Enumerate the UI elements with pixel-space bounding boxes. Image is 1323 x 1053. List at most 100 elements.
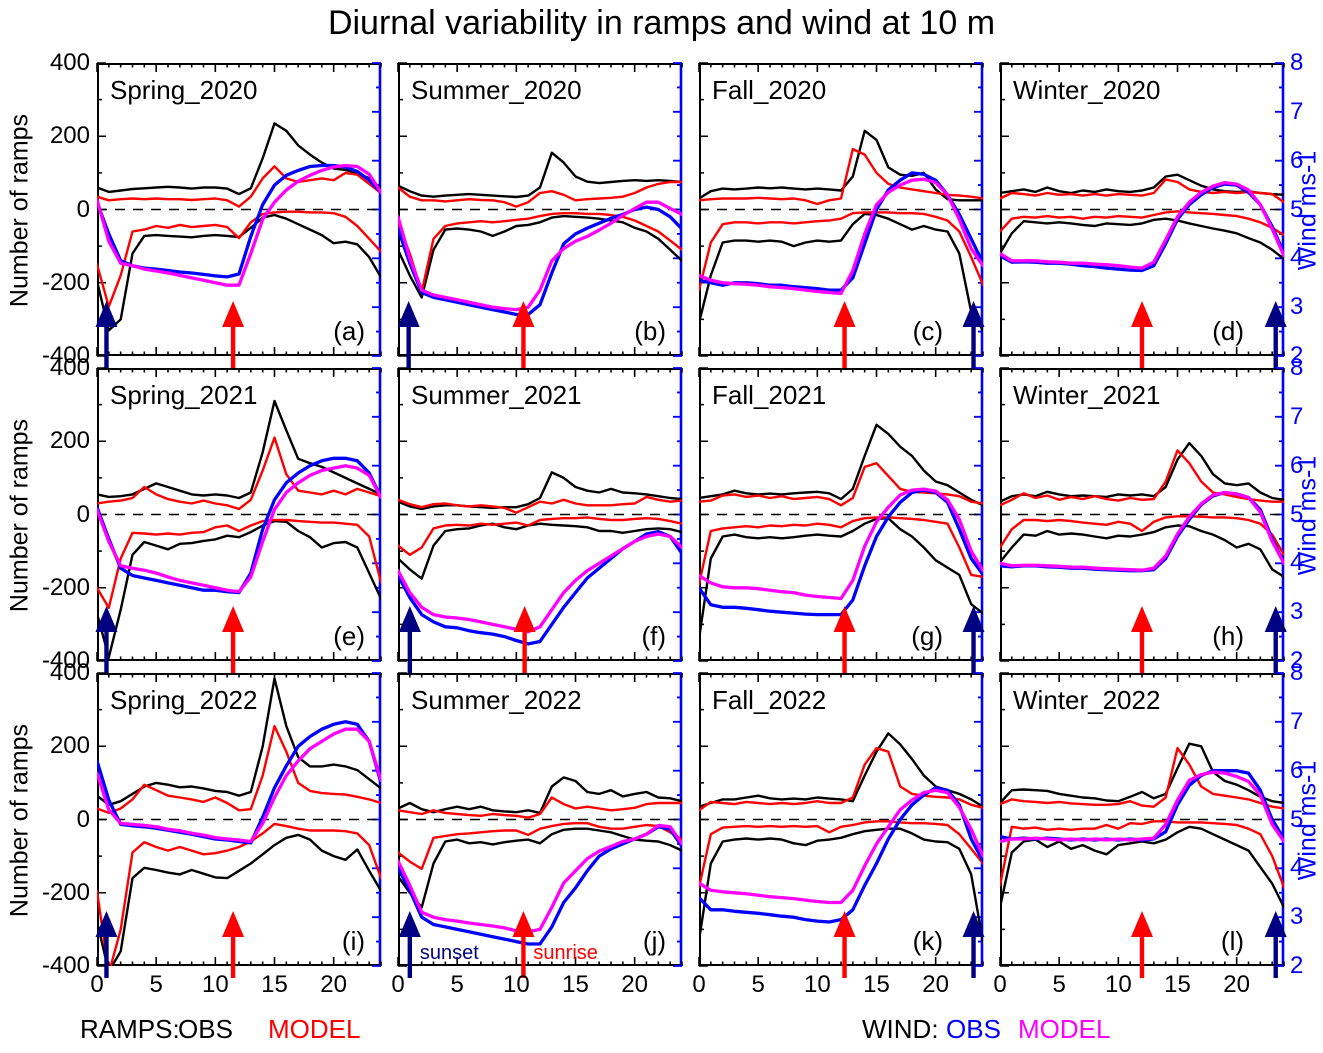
x-axis-tick: 20 <box>621 971 648 998</box>
ramps-obs-up-line <box>699 129 983 202</box>
left-axis-tick: 200 <box>49 732 90 760</box>
panel-season-label: Fall_2021 <box>712 380 826 410</box>
wind-model-line <box>97 464 381 594</box>
panel-letter: (l) <box>1221 926 1244 956</box>
ramps-obs-down-line <box>398 827 682 909</box>
left-axis-tick: 400 <box>49 354 90 381</box>
ramps-model-down-line <box>699 516 983 586</box>
panel-chart: Winter_2020 (d) <box>999 62 1287 368</box>
sunset-arrow <box>398 606 421 673</box>
sunset-arrow <box>1264 301 1287 368</box>
ramps-model-up-line <box>1000 449 1284 507</box>
x-axis-tick: 20 <box>922 971 949 998</box>
legend-wind-model: MODEL <box>1018 1014 1111 1044</box>
sunrise-arrow <box>1131 606 1153 673</box>
right-axis-tick: 5 <box>1290 500 1304 528</box>
left-axis-tick: 200 <box>49 427 90 455</box>
panel-fall_2021: Fall_2021 (g) <box>698 367 985 673</box>
ramps-model-down-line <box>1000 820 1284 889</box>
left-axis-tick: 200 <box>49 122 90 150</box>
panel-letter: (f) <box>641 621 666 651</box>
x-axis-tick: 0 <box>391 971 405 998</box>
sunrise-arrow <box>1131 301 1153 368</box>
panel-fall_2022: Fall_2022 (k) <box>698 672 985 978</box>
panel-chart: Summer_2021 (f) <box>397 367 683 673</box>
panel-spring_2022: Spring_2022 (i) <box>95 672 382 978</box>
ramps-model-down-line <box>398 516 682 556</box>
ramps-obs-up-line <box>699 732 983 808</box>
right-axis-tick: 8 <box>1290 49 1304 76</box>
x-axis-tick: 5 <box>450 971 464 998</box>
left-axis-title: Number of ramps <box>5 723 34 917</box>
wind-model-line <box>1000 490 1284 572</box>
right-axis-tick: 7 <box>1290 402 1304 430</box>
legend-wind-label: WIND: <box>862 1014 939 1044</box>
left-axis-tick: -400 <box>41 647 90 674</box>
panel-season-label: Fall_2022 <box>712 685 826 715</box>
wind-model-line <box>97 727 381 844</box>
panel-winter_2020: Winter_2020 (d) <box>999 62 1287 368</box>
left-axis-tick: 0 <box>76 195 90 223</box>
x-axis-tick: 5 <box>751 971 765 998</box>
x-axis-tick: 10 <box>502 971 530 998</box>
right-axis-title: Wind ms-1 <box>1293 760 1322 880</box>
ramps-model-up-line <box>699 746 983 812</box>
panel-season-label: Summer_2022 <box>411 685 582 715</box>
wind-obs-line <box>97 163 381 279</box>
panel-letter: (i) <box>342 926 365 956</box>
ramps-obs-down-line <box>1000 524 1284 578</box>
left-axis-title: Number of ramps <box>5 418 34 612</box>
panel-season-label: Spring_2020 <box>110 75 257 105</box>
right-axis-tick: 4 <box>1290 549 1304 577</box>
panel-letter: (d) <box>1212 316 1244 346</box>
ramps-model-up-line <box>97 436 381 511</box>
sunrise-arrow <box>512 911 535 978</box>
right-axis-tick: 5 <box>1290 805 1304 833</box>
ramps-model-up-line <box>398 495 682 514</box>
sunrise-arrow <box>1131 911 1153 978</box>
wind-model-line <box>97 163 381 287</box>
ramps-model-down-line <box>97 822 381 966</box>
wind-model-line <box>699 788 983 905</box>
panel-chart: Winter_2022 (l) <box>999 672 1287 978</box>
panel-spring_2020: Spring_2020 (a) <box>95 62 382 368</box>
sunset-arrow <box>397 301 420 368</box>
ramps-model-up-line <box>699 147 983 206</box>
right-axis-tick: 7 <box>1290 97 1304 125</box>
panel-letter: (b) <box>634 316 666 346</box>
ramps-obs-up-line <box>97 399 381 500</box>
x-axis-tick: 15 <box>863 971 890 998</box>
panel-summer_2022: sunset sunrise Summer_2022 (j) <box>397 672 683 978</box>
panel-chart: Fall_2020 (c) <box>698 62 985 368</box>
wind-model-line <box>1000 180 1284 270</box>
ramps-model-down-line <box>1000 515 1284 556</box>
panel-winter_2022: Winter_2022 (l) <box>999 672 1287 978</box>
figure-title: Diurnal variability in ramps and wind at… <box>327 4 996 42</box>
panel-winter_2021: Winter_2021 (h) <box>999 367 1287 673</box>
panel-season-label: Spring_2022 <box>110 685 257 715</box>
panel-chart: Spring_2021 (e) <box>95 367 382 673</box>
x-axis-tick: 15 <box>261 971 288 998</box>
wind-model-line <box>398 532 682 634</box>
wind-model-line <box>699 487 983 601</box>
sunset-arrow <box>1264 911 1287 978</box>
ramps-model-up-line <box>398 796 682 819</box>
sunrise-arrow <box>833 606 856 673</box>
ramps-model-down-line <box>97 518 381 610</box>
left-axis-tick: -400 <box>41 952 90 979</box>
legend: RAMPS: OBS MODEL WIND: OBS MODEL <box>0 1014 1323 1048</box>
ramps-obs-down-line <box>699 827 983 944</box>
sunset-arrow <box>962 301 985 368</box>
x-axis-tick: 20 <box>1223 971 1250 998</box>
right-axis-tick: 6 <box>1290 756 1304 784</box>
panel-chart: sunset sunrise Summer_2022 (j) <box>397 672 683 978</box>
wind-model-line <box>398 200 682 312</box>
left-axis-tick: -400 <box>41 342 90 369</box>
panel-letter: (g) <box>911 621 943 651</box>
x-axis-tick: 0 <box>692 971 706 998</box>
panel-season-label: Fall_2020 <box>712 75 826 105</box>
sunset-arrow <box>95 606 118 673</box>
sunrise-label: sunrise <box>533 942 597 964</box>
panel-letter: (h) <box>1212 621 1244 651</box>
